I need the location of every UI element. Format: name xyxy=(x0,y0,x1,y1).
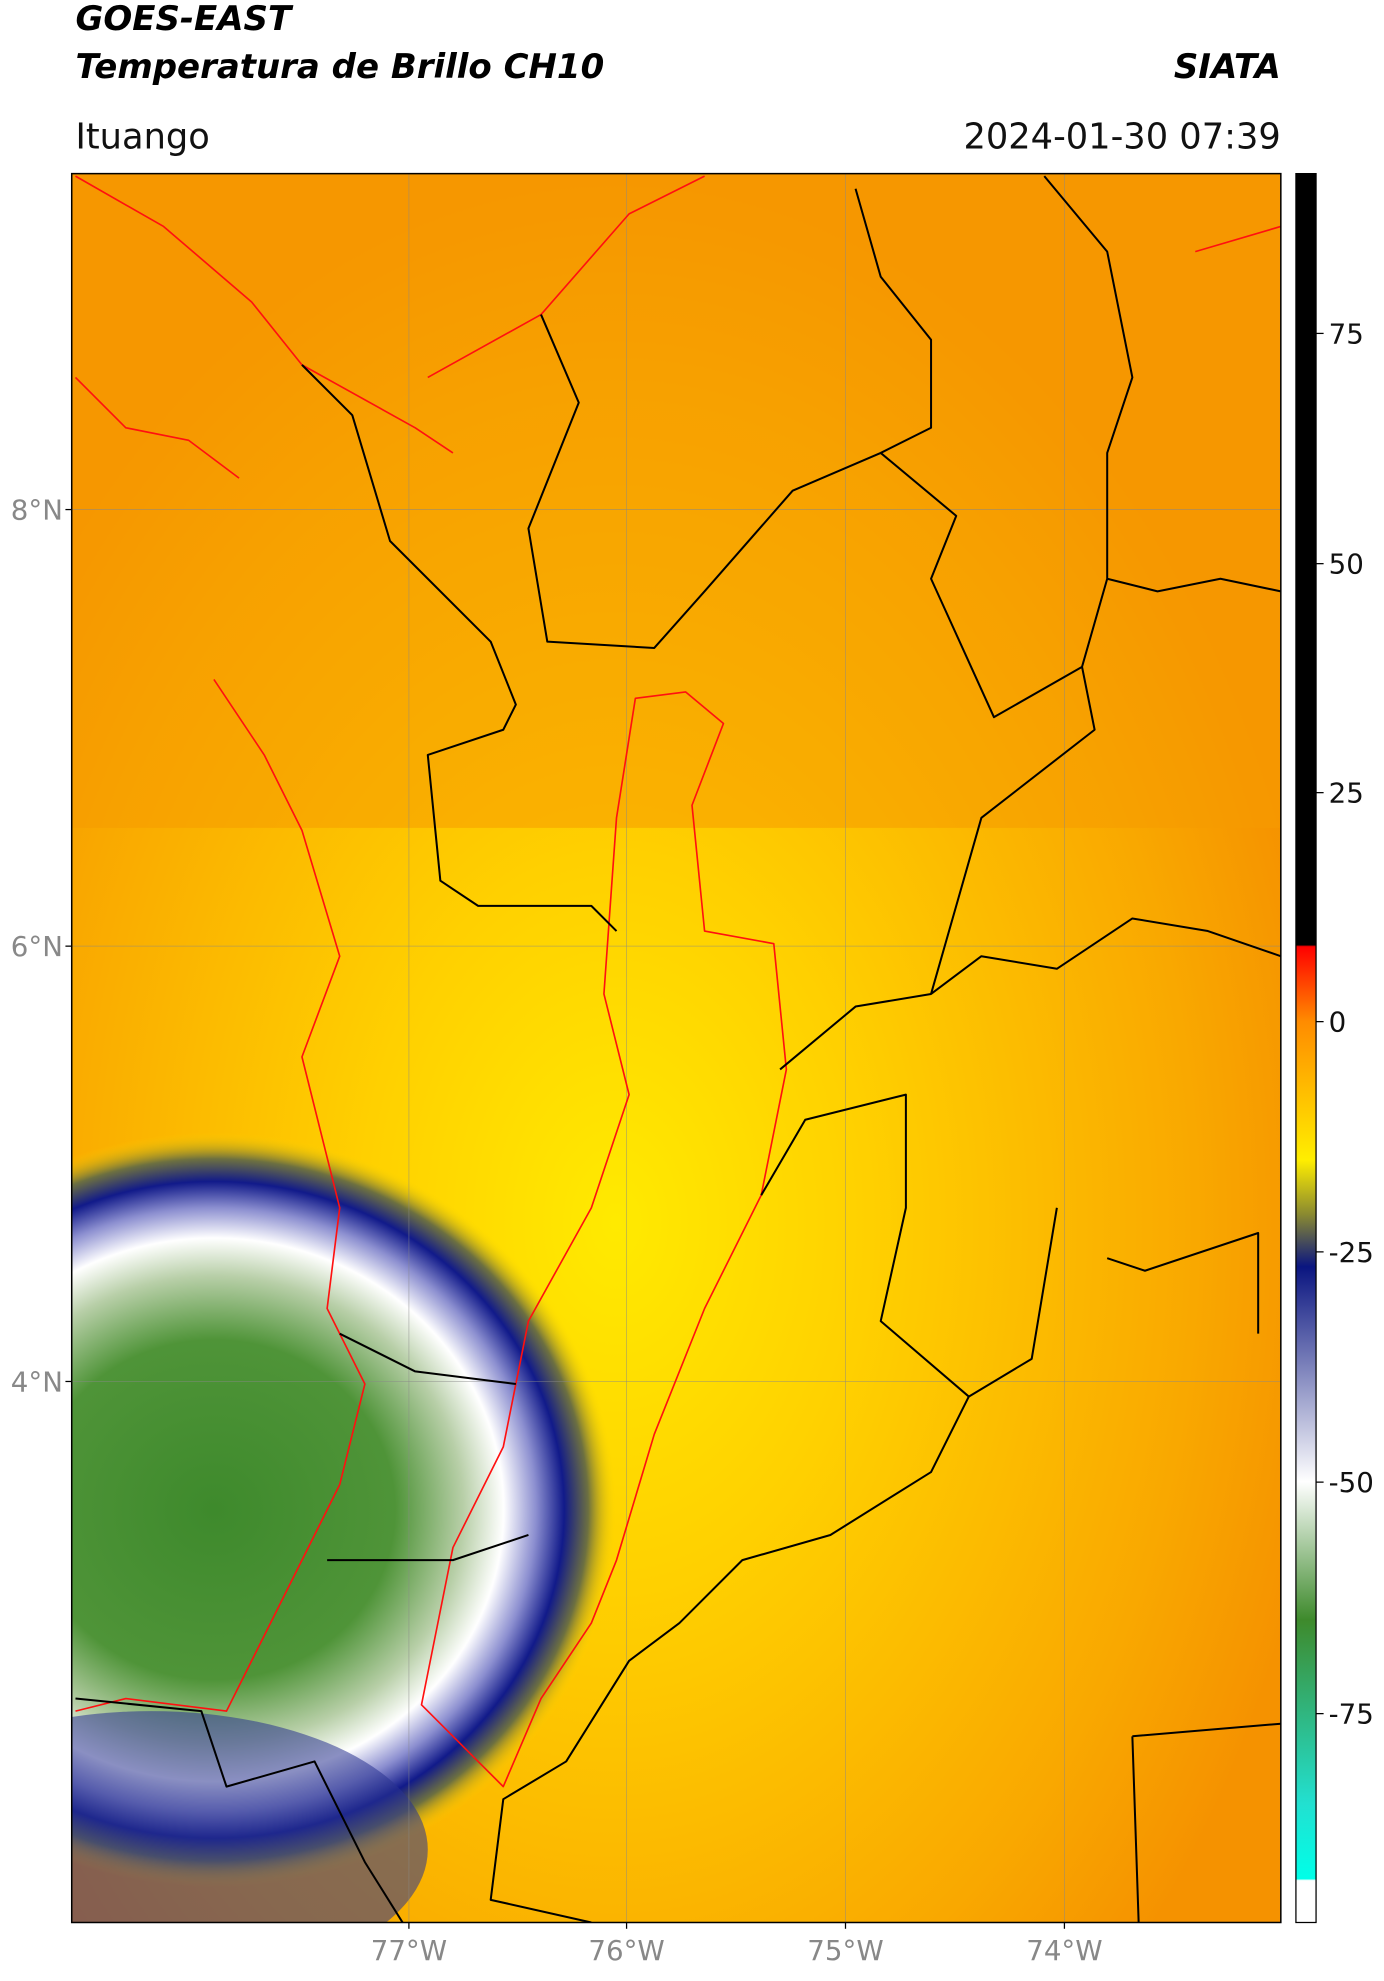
colorbar-label: 25 xyxy=(1329,777,1364,810)
map xyxy=(71,173,1281,1923)
cold-cloud xyxy=(71,1132,617,1888)
colorbar-label: -50 xyxy=(1329,1466,1374,1499)
subtitle: Temperatura de Brillo CH10 xyxy=(75,47,604,87)
lat-label: 6°N xyxy=(11,930,63,963)
lat-label: 4°N xyxy=(11,1366,63,1399)
colorbar-label: 75 xyxy=(1329,317,1364,350)
source: SIATA xyxy=(1174,47,1281,87)
boundaries xyxy=(74,175,1281,1923)
colorbar-label: -75 xyxy=(1329,1698,1374,1731)
colorbar-label: 0 xyxy=(1329,1006,1347,1039)
lon-label: 75°W xyxy=(807,1934,883,1967)
colorbar-label: -25 xyxy=(1329,1236,1374,1269)
colorbar xyxy=(1295,172,1317,1924)
graticule xyxy=(71,173,1281,1923)
location: Ituango xyxy=(75,116,209,157)
colorbar-ticks: 75 50 25 0 -25 -50 -75 xyxy=(1316,317,1374,1731)
datetime: 2024-01-30 07:39 xyxy=(963,116,1280,157)
lon-label: 76°W xyxy=(588,1934,664,1967)
warm-north xyxy=(71,173,1281,828)
title: GOES-EAST xyxy=(75,0,293,39)
lon-label: 77°W xyxy=(371,1934,447,1967)
axes: 8°N 6°N 4°N 77°W 76°W 75°W 74°W xyxy=(11,494,1103,1968)
colorbar-label: 50 xyxy=(1329,548,1364,581)
lat-label: 8°N xyxy=(11,494,63,527)
cold-cloud-south xyxy=(71,1711,428,1923)
map-frame xyxy=(70,172,1282,1924)
lon-label: 74°W xyxy=(1026,1934,1102,1967)
